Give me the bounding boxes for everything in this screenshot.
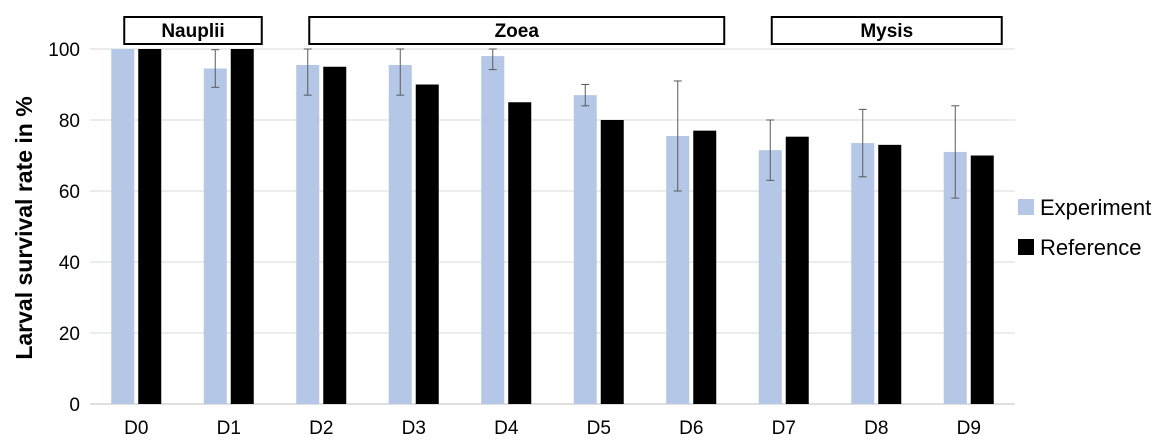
stage-box	[123, 16, 263, 45]
stage-label: Nauplii	[161, 21, 224, 42]
x-axis-ticks: D0 D1 D2 D3 D4 D5 D6 D7 D8 D9	[124, 418, 981, 439]
reference-bar	[508, 102, 532, 404]
reference-bar	[415, 84, 439, 404]
y-tick-label: 20	[59, 324, 80, 345]
y-axis-ticks: 0 20 40 60 80 100	[48, 40, 80, 416]
experiment-bar	[851, 143, 875, 404]
legend-label: Reference	[1040, 235, 1142, 260]
x-tick-label: D2	[309, 418, 333, 439]
reference-bar	[323, 66, 347, 404]
x-tick-label: D9	[957, 418, 981, 439]
experiment-bar	[758, 150, 782, 404]
experiment-bar	[388, 64, 412, 404]
bars	[111, 49, 994, 405]
legend-swatch	[1018, 239, 1034, 255]
experiment-bar	[111, 49, 135, 404]
experiment-bar	[203, 68, 227, 405]
gridlines	[90, 48, 1015, 405]
x-tick-label: D5	[587, 418, 611, 439]
x-tick-label: D3	[402, 418, 426, 439]
x-tick-label: D0	[124, 418, 148, 439]
reference-bar	[600, 120, 624, 404]
y-tick-label: 60	[59, 182, 80, 203]
y-tick-label: 80	[59, 111, 80, 132]
legend-label: Experiment	[1040, 195, 1151, 220]
x-tick-label: D8	[864, 418, 888, 439]
experiment-bar	[296, 64, 320, 404]
stage-label: Mysis	[860, 21, 913, 42]
y-tick-label: 0	[69, 395, 80, 416]
stage-box	[308, 16, 726, 45]
x-tick-label: D4	[494, 418, 519, 439]
stage-label: Zoea	[495, 21, 540, 42]
stage-box	[770, 16, 1003, 45]
legend-swatch	[1018, 199, 1034, 215]
reference-bar	[693, 130, 717, 404]
experiment-bar	[481, 56, 505, 404]
y-tick-label: 40	[59, 253, 80, 274]
x-tick-label: D1	[217, 418, 241, 439]
error-bars	[211, 48, 960, 199]
legend: Experiment Reference	[1018, 195, 1151, 260]
reference-bar	[878, 144, 902, 404]
stage-boxes: Nauplii Zoea Mysis	[123, 16, 1003, 45]
x-tick-label: D7	[772, 418, 796, 439]
experiment-bar	[573, 95, 597, 405]
experiment-bar	[943, 151, 967, 404]
reference-bar	[138, 49, 162, 404]
experiment-bar	[666, 135, 690, 404]
reference-bar	[970, 155, 994, 404]
y-tick-label: 100	[48, 40, 80, 61]
reference-bar	[230, 49, 254, 404]
y-axis-label: Larval survival rate in %	[11, 96, 37, 359]
reference-bar	[785, 136, 809, 404]
x-tick-label: D6	[679, 418, 703, 439]
